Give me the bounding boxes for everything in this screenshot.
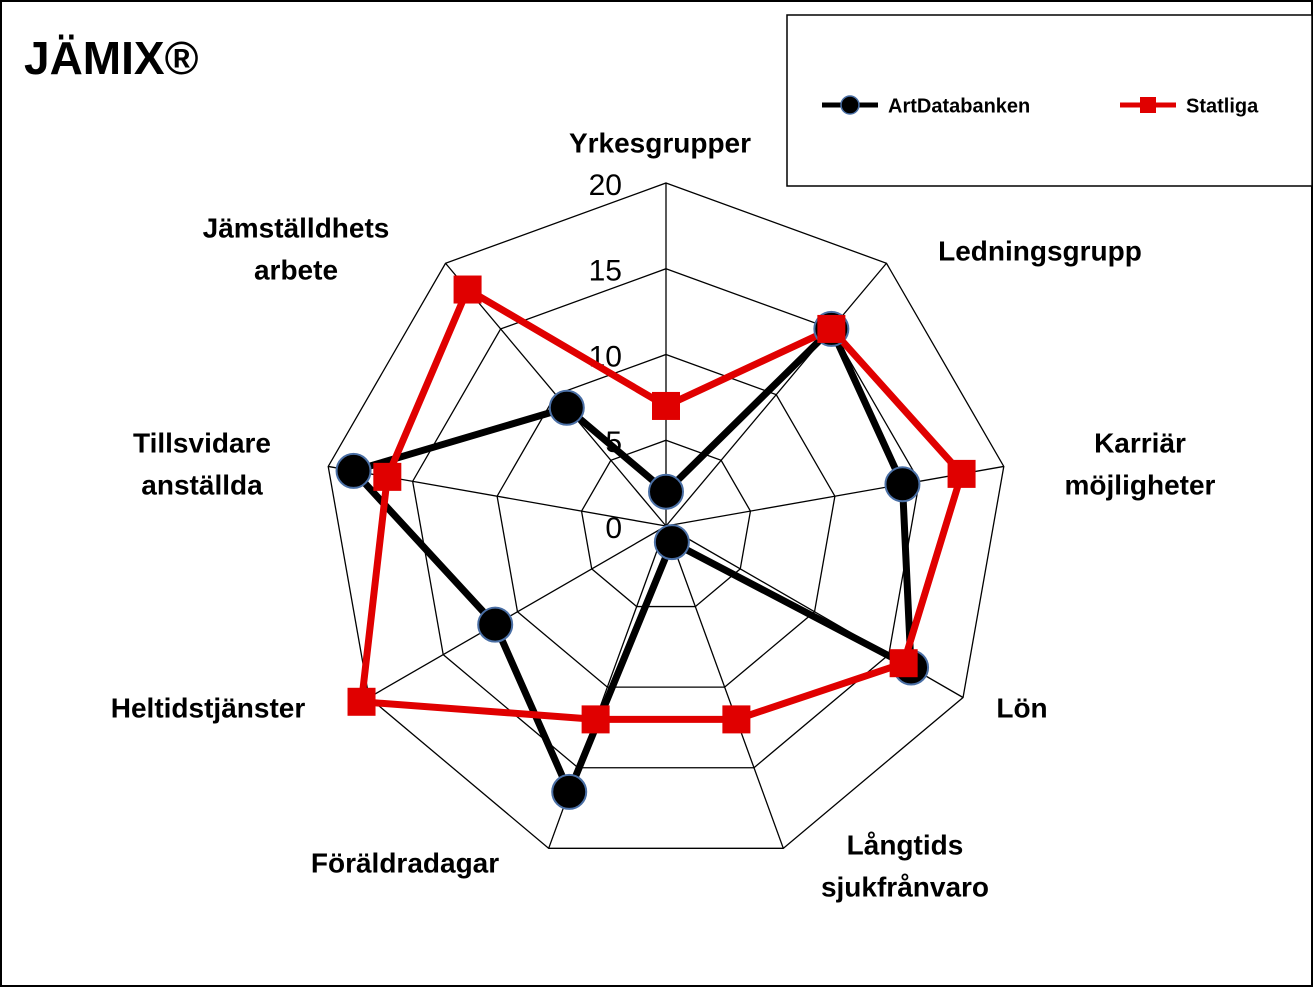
legend-marker bbox=[840, 95, 860, 115]
category-label: Tillsvidare bbox=[133, 427, 271, 458]
point bbox=[551, 773, 588, 810]
legend-box bbox=[786, 14, 1313, 187]
y-tick-label: 0 bbox=[605, 512, 622, 545]
point bbox=[889, 649, 918, 678]
grid-ring bbox=[496, 353, 836, 688]
spoke bbox=[665, 465, 1004, 527]
category-label: Ledningsgrupp bbox=[938, 235, 1142, 266]
category-label: möjligheter bbox=[1065, 469, 1216, 500]
point bbox=[652, 391, 680, 420]
category-label: Lön bbox=[996, 692, 1047, 723]
y-tick-label: 20 bbox=[589, 169, 622, 202]
legend-marker bbox=[1140, 97, 1156, 113]
point bbox=[347, 687, 376, 716]
point bbox=[884, 466, 921, 503]
grid-ring bbox=[411, 268, 921, 769]
category-label: Långtids bbox=[847, 829, 964, 860]
category-label: Jämställdhets bbox=[203, 212, 390, 243]
point bbox=[653, 524, 690, 561]
series-line bbox=[350, 325, 915, 796]
category-label: arbete bbox=[254, 254, 338, 285]
legend-label: Statliga bbox=[1186, 95, 1259, 117]
category-label: Yrkesgrupper bbox=[569, 127, 751, 158]
point bbox=[581, 705, 610, 734]
grid-ring bbox=[327, 182, 1005, 849]
category-label: Föräldradagar bbox=[311, 847, 499, 878]
point bbox=[477, 606, 514, 643]
category-label: anställda bbox=[141, 469, 263, 500]
spoke bbox=[665, 525, 784, 849]
grid-ring bbox=[580, 439, 752, 608]
point bbox=[373, 462, 402, 491]
point bbox=[548, 389, 585, 426]
legend-label: ArtDatabanken bbox=[888, 95, 1030, 117]
point bbox=[453, 275, 482, 304]
spoke bbox=[368, 525, 667, 699]
point bbox=[947, 459, 976, 488]
category-label: sjukfrånvaro bbox=[821, 871, 989, 902]
point bbox=[648, 473, 684, 510]
point bbox=[335, 452, 372, 489]
category-label: Karriär bbox=[1094, 427, 1186, 458]
chart-title: JÄMIX® bbox=[24, 32, 199, 84]
spoke bbox=[665, 262, 887, 527]
point bbox=[817, 314, 846, 343]
y-tick-label: 15 bbox=[589, 255, 622, 288]
series-line bbox=[358, 286, 966, 723]
point bbox=[722, 705, 751, 734]
category-label: Heltidstjänster bbox=[111, 692, 306, 723]
